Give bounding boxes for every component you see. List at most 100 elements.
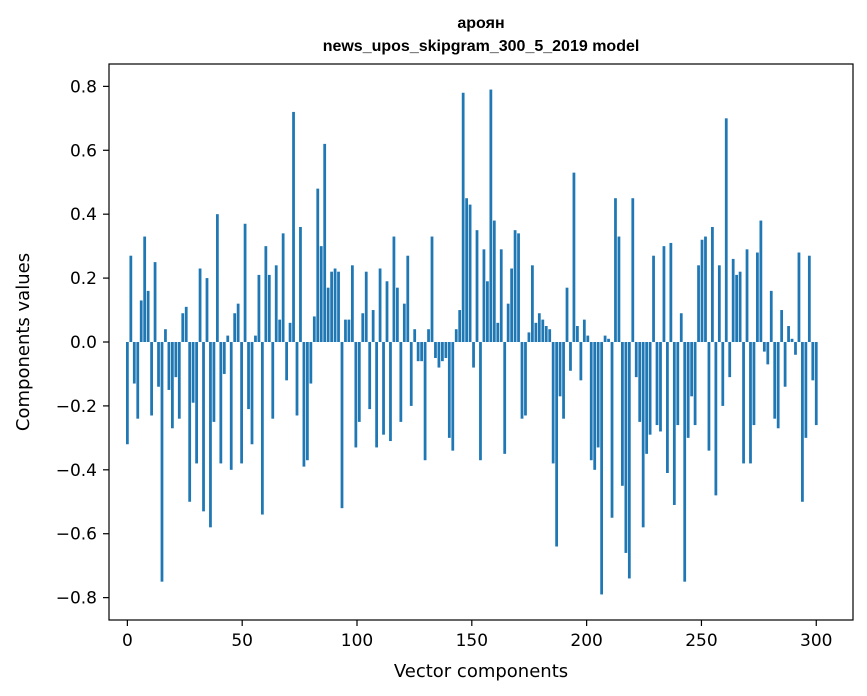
bar bbox=[392, 236, 396, 342]
bar bbox=[520, 342, 524, 419]
bar bbox=[371, 310, 375, 342]
bar bbox=[226, 335, 230, 342]
bar bbox=[482, 249, 486, 342]
x-tick-label: 100 bbox=[341, 631, 373, 651]
bar bbox=[589, 342, 593, 461]
bar bbox=[274, 265, 278, 342]
bar bbox=[132, 342, 136, 384]
bar bbox=[382, 342, 385, 435]
bar bbox=[243, 223, 247, 342]
bar bbox=[150, 342, 153, 416]
bar bbox=[593, 342, 597, 470]
bar bbox=[125, 342, 129, 445]
bar bbox=[236, 303, 240, 342]
bar bbox=[531, 265, 534, 342]
bar bbox=[413, 329, 417, 342]
bar bbox=[707, 342, 711, 451]
y-tick-label: −0.2 bbox=[56, 397, 97, 417]
bar bbox=[492, 220, 496, 342]
bar bbox=[752, 342, 756, 426]
bar bbox=[316, 188, 320, 342]
bar bbox=[607, 338, 610, 342]
bar bbox=[250, 342, 254, 445]
bar bbox=[302, 342, 306, 467]
x-tick-label: 300 bbox=[800, 631, 832, 651]
bar bbox=[264, 246, 268, 342]
bar bbox=[596, 342, 600, 448]
bar bbox=[738, 271, 742, 342]
bar bbox=[551, 342, 555, 464]
bar bbox=[624, 342, 628, 553]
x-tick-label: 250 bbox=[685, 631, 717, 651]
bar bbox=[769, 290, 773, 342]
bar bbox=[513, 230, 517, 342]
bar bbox=[222, 342, 226, 374]
bar bbox=[212, 342, 216, 422]
bar bbox=[579, 342, 583, 381]
bar bbox=[215, 214, 219, 342]
bar bbox=[749, 342, 752, 464]
bar bbox=[638, 342, 642, 422]
bar bbox=[537, 313, 541, 342]
bar bbox=[177, 342, 181, 419]
bar bbox=[344, 319, 347, 342]
bar bbox=[330, 271, 333, 342]
bar bbox=[423, 342, 427, 461]
bar bbox=[288, 322, 292, 342]
bar bbox=[659, 342, 662, 432]
y-tick-label: −0.6 bbox=[56, 525, 97, 545]
bar bbox=[600, 342, 604, 595]
bar bbox=[676, 342, 680, 426]
y-axis-label: Components values bbox=[13, 253, 34, 431]
bar bbox=[233, 313, 237, 342]
bar bbox=[447, 342, 451, 438]
bar bbox=[735, 274, 739, 342]
bar bbox=[496, 322, 500, 342]
bar bbox=[669, 242, 673, 342]
bar bbox=[759, 220, 763, 342]
bar bbox=[170, 342, 174, 429]
bar bbox=[728, 342, 732, 378]
bar bbox=[475, 230, 479, 342]
bars-group bbox=[125, 89, 818, 595]
bar bbox=[603, 335, 607, 342]
bar bbox=[354, 342, 358, 448]
bar bbox=[337, 271, 340, 342]
bar bbox=[614, 198, 617, 342]
bar bbox=[773, 342, 777, 419]
bar bbox=[562, 342, 565, 419]
bar bbox=[499, 249, 503, 342]
bar bbox=[229, 342, 233, 470]
bar bbox=[240, 342, 243, 464]
bar bbox=[146, 290, 150, 342]
bar bbox=[195, 342, 198, 464]
bar bbox=[807, 255, 811, 342]
bar bbox=[544, 326, 548, 342]
bar bbox=[454, 329, 458, 342]
bar bbox=[323, 143, 327, 342]
bar bbox=[254, 335, 257, 342]
bar bbox=[731, 258, 735, 342]
bar bbox=[458, 310, 462, 342]
bar bbox=[461, 92, 465, 342]
bar bbox=[202, 342, 205, 512]
bar bbox=[645, 342, 649, 454]
bar bbox=[683, 342, 687, 582]
bar bbox=[780, 310, 784, 342]
bar bbox=[776, 342, 780, 429]
bar bbox=[472, 342, 475, 368]
bar bbox=[534, 322, 538, 342]
bar bbox=[558, 342, 562, 397]
bar bbox=[278, 319, 282, 342]
bar bbox=[503, 342, 507, 454]
bar bbox=[783, 342, 787, 387]
bar bbox=[385, 281, 389, 342]
bar bbox=[267, 274, 271, 342]
bar bbox=[586, 335, 590, 342]
bar bbox=[181, 313, 185, 342]
bar bbox=[465, 198, 469, 342]
bar bbox=[326, 287, 330, 342]
bar bbox=[814, 342, 818, 426]
bar bbox=[655, 342, 659, 426]
